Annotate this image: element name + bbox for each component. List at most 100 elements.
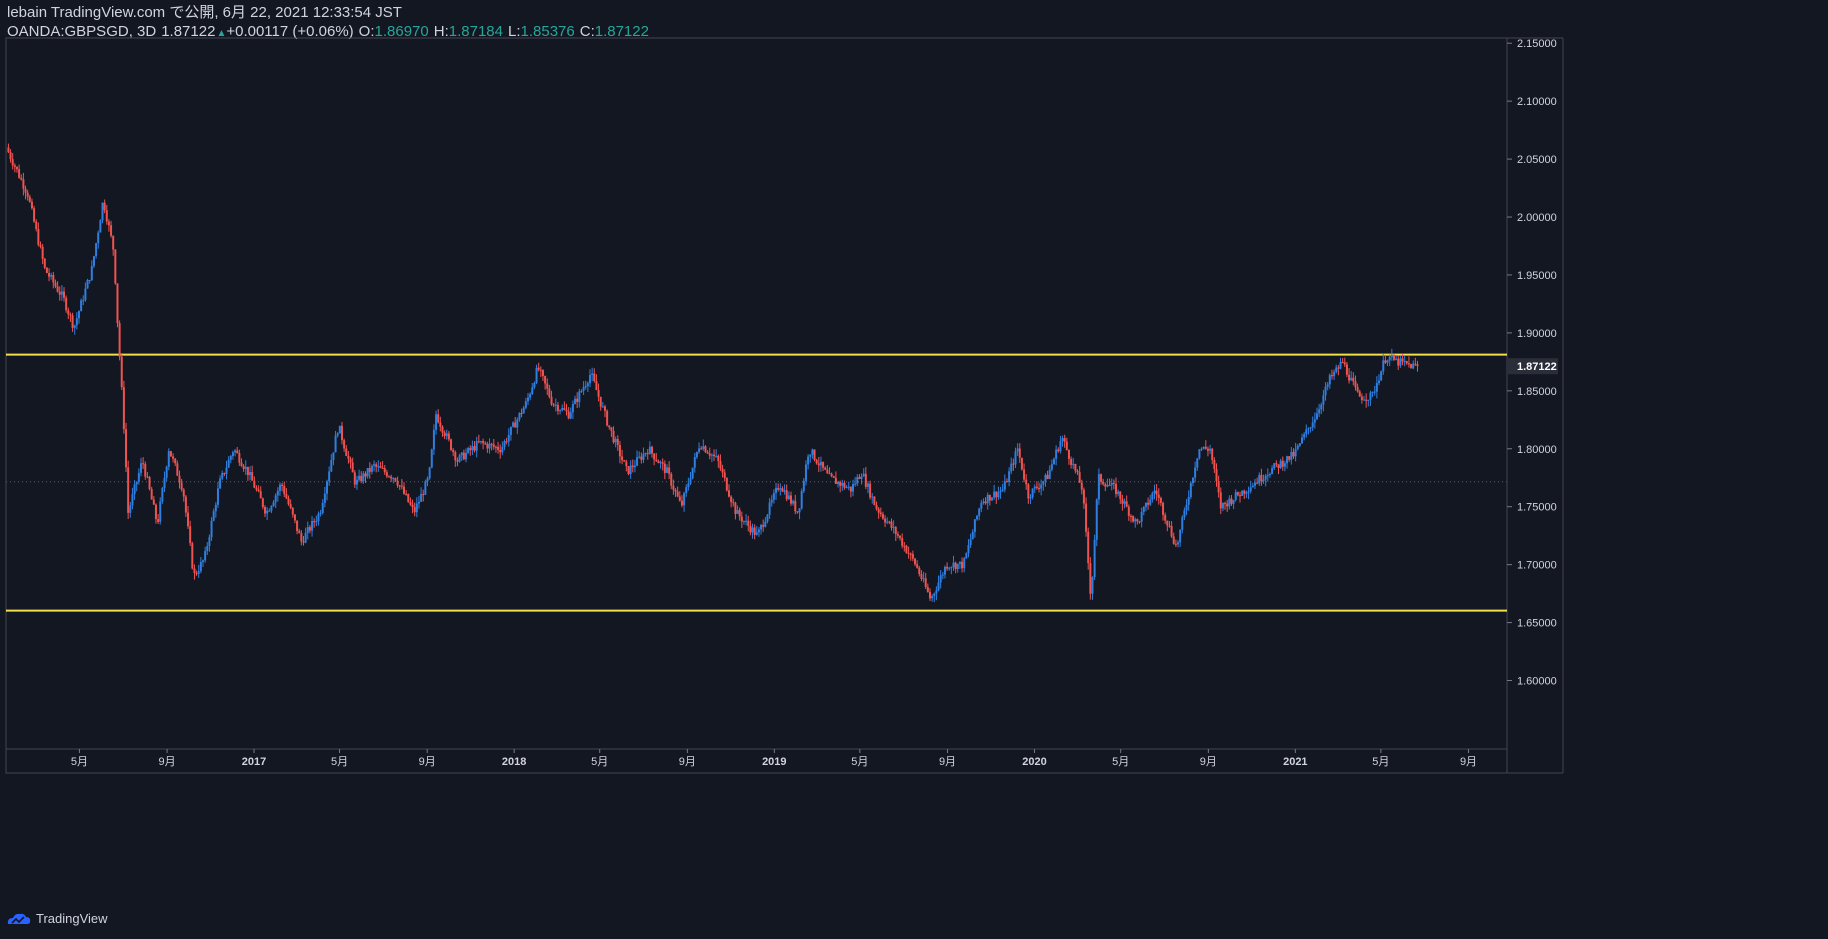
- candle-body-down: [39, 244, 42, 247]
- close-label: C:: [579, 23, 595, 40]
- candle-body-up: [1014, 451, 1017, 465]
- candle-body-down: [1341, 362, 1344, 364]
- candle-body-down: [672, 485, 675, 490]
- candle-body-down: [721, 468, 724, 473]
- candle-body-up: [315, 521, 318, 523]
- candle-body-down: [1416, 364, 1419, 367]
- candle-body-down: [1023, 469, 1026, 480]
- candle-body-up: [1144, 502, 1147, 507]
- candle-body-down: [422, 494, 425, 496]
- candle-body-up: [370, 465, 373, 472]
- candle-body-down: [961, 561, 964, 569]
- candle-body-down: [1168, 525, 1171, 527]
- candle-body-down: [1100, 474, 1103, 482]
- candle-body-down: [621, 456, 624, 461]
- candle-body-up: [1309, 427, 1312, 429]
- candle-body-up: [445, 433, 448, 437]
- candle-body-up: [1375, 383, 1378, 392]
- candle-body-down: [223, 472, 226, 474]
- candle-body-down: [1012, 463, 1015, 465]
- candle-body-up: [1181, 517, 1184, 530]
- candle-body-up: [751, 527, 754, 533]
- candle-body-down: [817, 463, 820, 466]
- candle-body-down: [1172, 536, 1175, 544]
- last-price-badge-label: 1.87122: [1517, 361, 1557, 373]
- candle-body-down: [1038, 488, 1041, 490]
- candle-body-up: [86, 280, 89, 289]
- candle-body-up: [1072, 463, 1075, 465]
- candle-body-down: [492, 444, 495, 447]
- candle-body-down: [1112, 482, 1115, 484]
- candle-body-down: [41, 246, 44, 259]
- candle-body-down: [1076, 470, 1079, 473]
- candle-body-down: [494, 446, 497, 448]
- candle-body-down: [67, 310, 70, 315]
- candle-body-down: [400, 485, 403, 487]
- candle-body-down: [37, 228, 40, 245]
- candle-body-up: [999, 490, 1002, 493]
- candle-body-up: [986, 494, 989, 504]
- candle-body-up: [854, 483, 857, 485]
- y-tick-label: 1.95000: [1517, 270, 1557, 282]
- tradingview-footer[interactable]: TradingView: [6, 911, 108, 926]
- candle-body-down: [452, 449, 455, 453]
- candle-body-up: [1307, 428, 1310, 430]
- x-tick-label: 9月: [1460, 756, 1477, 768]
- candle-body-down: [383, 468, 386, 473]
- candle-body-up: [1247, 491, 1250, 493]
- candle-body-up: [1241, 490, 1244, 496]
- candle-body-down: [1217, 481, 1220, 493]
- candle-body-down: [597, 390, 600, 397]
- candle-body-down: [875, 505, 878, 509]
- candle-body-up: [60, 291, 63, 295]
- candle-body-down: [785, 490, 788, 500]
- candle-body-up: [963, 558, 966, 569]
- candle-body-up: [1031, 488, 1034, 498]
- candle-body-up: [1380, 371, 1383, 381]
- candle-body-down: [1063, 438, 1066, 442]
- x-tick-label: 9月: [159, 756, 176, 768]
- candle-body-up: [161, 488, 164, 502]
- candle-body-down: [289, 504, 292, 508]
- candle-body-up: [1333, 371, 1336, 377]
- candle-body-up: [1202, 446, 1205, 449]
- candle-body-down: [30, 201, 33, 209]
- symbol-label[interactable]: OANDA:GBPSGD, 3D: [7, 23, 157, 40]
- candle-body-down: [843, 482, 846, 488]
- candle-body-down: [704, 446, 707, 453]
- candle-body-up: [1403, 361, 1406, 363]
- candle-body-down: [1352, 377, 1355, 382]
- candle-body-down: [1170, 526, 1173, 537]
- candle-body-up: [554, 404, 557, 406]
- candle-body-up: [1258, 474, 1261, 484]
- candle-body-up: [319, 512, 322, 514]
- candle-body-down: [345, 448, 348, 456]
- candle-body-up: [1283, 463, 1286, 467]
- candle-body-down: [308, 527, 311, 531]
- candle-body-down: [849, 486, 852, 492]
- candle-body-up: [1311, 422, 1314, 428]
- y-tick-label: 1.80000: [1517, 444, 1557, 456]
- candle-body-down: [360, 475, 363, 482]
- candle-body-up: [362, 473, 365, 482]
- candle-body-down: [879, 512, 882, 515]
- candle-body-up: [1367, 399, 1370, 401]
- candle-body-down: [717, 455, 720, 461]
- candle-body-down: [240, 462, 243, 467]
- candle-body-down: [890, 521, 893, 528]
- candle-body-up: [1279, 460, 1282, 468]
- candle-body-up: [837, 481, 840, 485]
- chart-header: lebain TradingView.com で公開, 6月 22, 2021 …: [7, 3, 649, 43]
- candle-body-up: [129, 505, 132, 513]
- candle-body-down: [364, 473, 367, 477]
- candle-body-up: [1377, 380, 1380, 384]
- candle-body-up: [430, 449, 433, 468]
- candle-body-down: [651, 446, 654, 454]
- candle-body-up: [1134, 519, 1137, 522]
- candle-body-down: [813, 449, 816, 460]
- candle-body-down: [33, 208, 36, 222]
- candle-body-up: [965, 553, 968, 559]
- candle-body-down: [794, 500, 797, 512]
- candle-body-down: [242, 466, 245, 469]
